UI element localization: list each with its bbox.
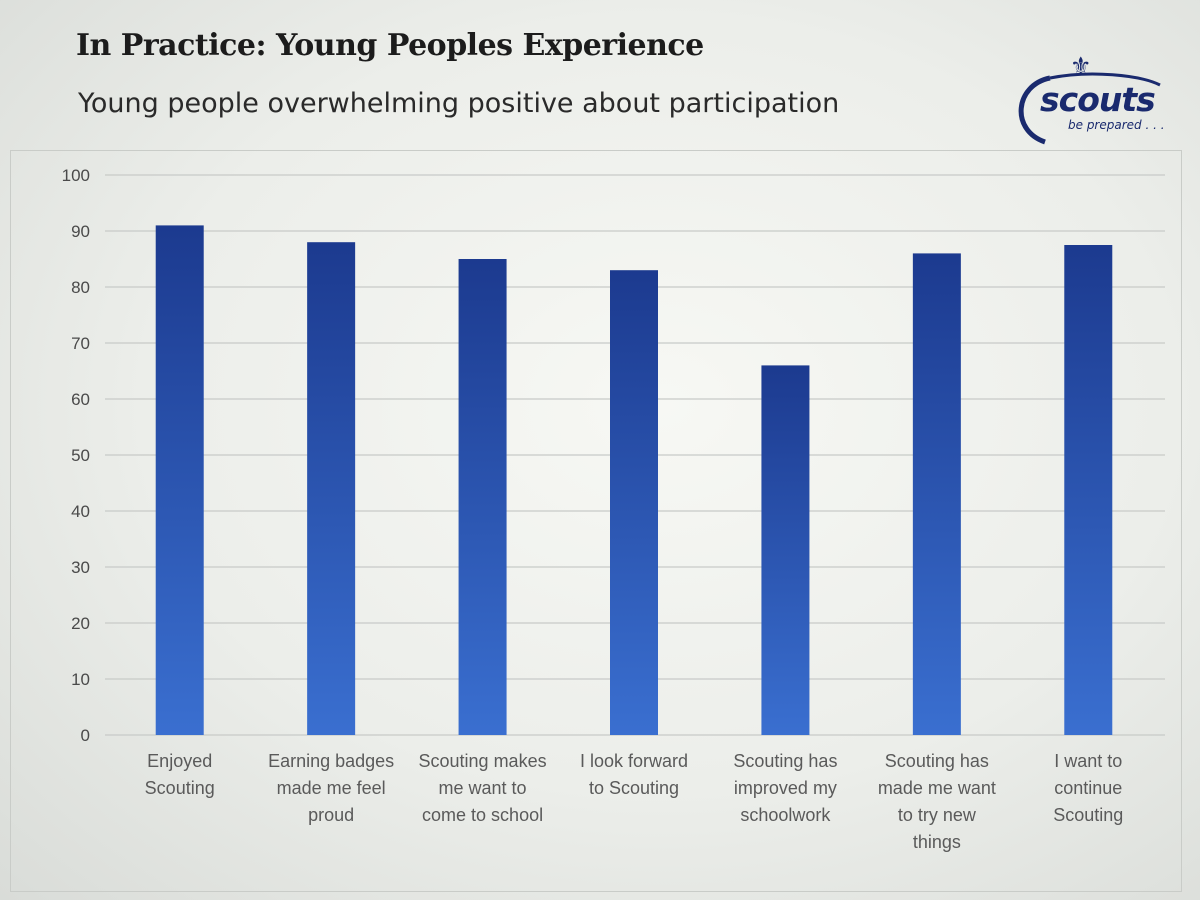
- y-tick-label: 30: [71, 558, 90, 577]
- y-tick-label: 50: [71, 446, 90, 465]
- slide-subtitle: Young people overwhelming positive about…: [78, 88, 840, 119]
- bar: [912, 253, 961, 735]
- x-category-label: Scouting makes me want to come to school: [418, 751, 547, 825]
- y-tick-label: 20: [71, 614, 90, 633]
- y-tick-label: 100: [62, 166, 90, 185]
- x-category-label: Scouting has made me want to try new things: [877, 751, 996, 852]
- x-category-label: Scouting has improved my schoolwork: [733, 751, 838, 825]
- x-category-label: I want to continue Scouting: [1053, 751, 1124, 825]
- logo-wordmark: scouts: [1040, 80, 1156, 119]
- bar: [610, 270, 658, 735]
- bar: [458, 259, 507, 735]
- scouts-logo: ⚜ scouts be prepared . . .: [1010, 50, 1180, 150]
- logo-swoosh-icon: [1018, 72, 1161, 145]
- y-tick-label: 0: [81, 726, 90, 745]
- y-tick-label: 90: [71, 222, 90, 241]
- y-tick-label: 80: [71, 278, 90, 297]
- bar: [155, 225, 204, 735]
- bars: [155, 225, 1113, 735]
- slide-title: In Practice: Young Peoples Experience: [76, 28, 704, 63]
- logo-tagline: be prepared . . .: [1068, 118, 1165, 132]
- y-tick-labels: 0 10 20 30 40 50 60 70 80 90 100: [62, 166, 90, 745]
- y-tick-label: 10: [71, 670, 90, 689]
- x-category-label: Earning badges made me feel proud: [268, 751, 395, 825]
- x-category-label: Enjoyed Scouting: [144, 751, 215, 798]
- y-tick-label: 60: [71, 390, 90, 409]
- x-category-label: I look forward to Scouting: [579, 751, 689, 798]
- y-tick-label: 40: [71, 502, 90, 521]
- y-tick-label: 70: [71, 334, 90, 353]
- bar: [307, 242, 356, 735]
- chart-frame: [10, 150, 1182, 892]
- bar: [761, 365, 810, 735]
- bar: [1064, 245, 1113, 735]
- fleur-de-lis-icon: ⚜: [1070, 53, 1092, 80]
